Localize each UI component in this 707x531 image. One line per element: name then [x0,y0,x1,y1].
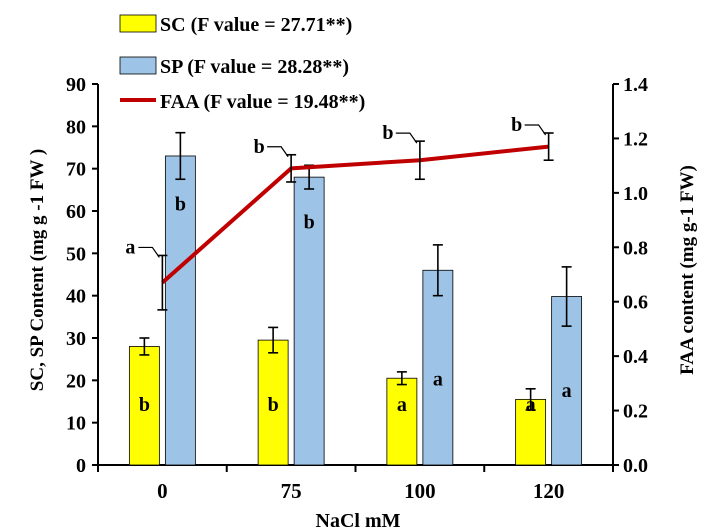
right-tick-label: 1.4 [623,74,648,96]
left-tick-label: 10 [66,413,86,435]
bars [128,155,583,466]
left-tick-label: 20 [66,370,86,392]
bar-sc [386,377,418,466]
letter-sp: b [304,211,315,233]
letter-sp: a [433,368,443,390]
legend-label-sp: SP (F value = 28.28**) [160,56,349,78]
significance-letters: b b a a b b a a [139,193,572,416]
letter-sp: b [175,193,186,215]
legend-label-sc: SC (F value = 27.71**) [160,14,352,36]
x-tick-label: 75 [281,479,302,503]
x-tick-label: 100 [404,479,436,503]
right-tick-label: 1.0 [623,183,648,205]
faa-letter-leader [395,132,418,144]
right-tick-label: 0.0 [623,455,648,477]
x-axis-title: NaCl mM [316,510,401,531]
right-tick-label: 0.6 [623,292,648,314]
left-tick-label: 80 [66,116,86,138]
letter-sc: b [139,394,150,416]
legend: SC (F value = 27.71**) SP (F value = 28.2… [119,14,365,113]
left-tick-label: 50 [66,243,86,265]
faa-letter: b [382,122,393,144]
faa-letter: a [125,236,135,258]
legend-label-faa: FAA (F value = 19.48**) [160,91,365,113]
legend-swatch-sc [119,14,157,33]
right-tick-label: 0.4 [623,346,648,368]
faa-letter-leader [524,124,547,136]
bar-sp [422,269,454,466]
axes: 0 10 20 30 40 50 60 70 80 90 0.0 0.2 0.4 0.6 0.8 1.0 1.2… [66,74,648,503]
left-tick-label: 0 [76,455,86,477]
error-bars [139,131,572,411]
left-tick-label: 40 [66,286,86,308]
letter-sc: b [268,394,279,416]
left-tick-label: 60 [66,201,86,223]
faa-line [161,144,549,285]
legend-swatch-sp [119,56,157,75]
faa-letter: b [511,114,522,136]
letter-sp: a [562,380,572,402]
bar-sp [164,155,196,466]
left-tick-label: 30 [66,328,86,350]
left-tick-label: 90 [66,74,86,96]
letter-sc: a [397,394,407,416]
left-axis-title: SC, SP Content (mg g -1 FW ) [27,149,48,391]
right-tick-label: 0.2 [623,401,648,423]
right-tick-label: 0.8 [623,237,648,259]
bar-sc [128,346,160,466]
faa-letter-leader [138,246,160,258]
letter-sc: a [526,394,536,416]
faa-letter: b [254,136,265,158]
bar-sp [293,176,325,466]
x-tick-label: 0 [157,479,168,503]
bar-sc [257,339,289,466]
right-tick-label: 1.2 [623,128,648,150]
left-tick-label: 70 [66,159,86,181]
x-tick-label: 120 [533,479,565,503]
right-axis-title: FAA content (mg g-1 FW) [677,165,698,375]
faa-letter-leader [267,146,289,158]
faa-line-series: a b b b [125,114,554,311]
